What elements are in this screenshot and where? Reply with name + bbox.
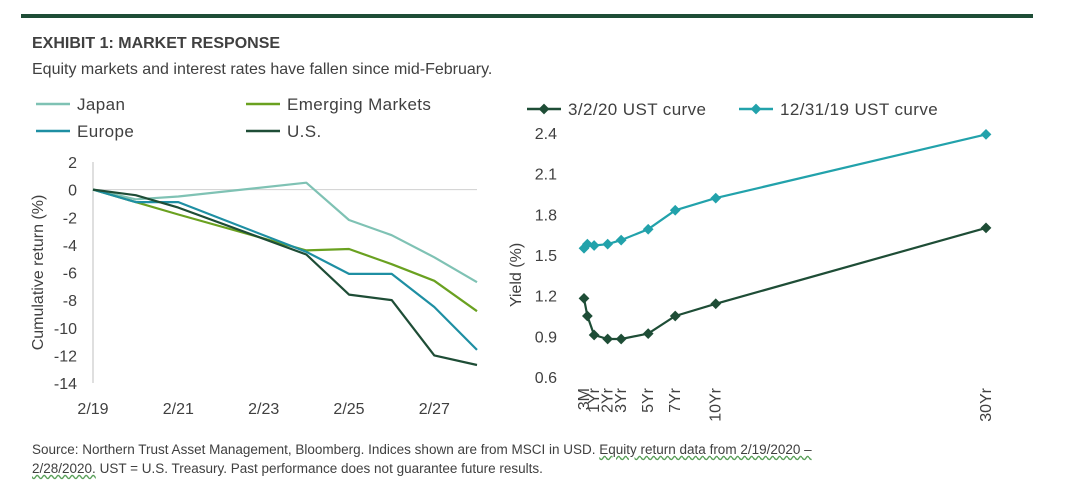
footnote-date-range: Equity return data from 2/19/2020 – — [599, 442, 812, 457]
right-y-tick-label: 1.5 — [535, 248, 557, 265]
series-line-japan — [92, 181, 478, 284]
right-x-tick-label: 30Yr — [978, 387, 995, 421]
right-x-tick-label: 3M — [576, 388, 593, 410]
data-point-12-31-19-ust-curve — [710, 192, 722, 204]
series-line-emerging-markets — [92, 188, 478, 313]
left-y-axis-title: Cumulative return (%) — [30, 195, 47, 351]
legend-marker-12-31-19-ust-curve — [750, 103, 762, 115]
left-y-tick-label: -4 — [63, 238, 77, 255]
data-point-3-2-20-ust-curve — [582, 310, 593, 322]
right-y-tick-label: 0.6 — [535, 370, 557, 387]
right-x-tick-label: 10Yr — [708, 387, 725, 421]
legend-label-emerging-markets: Emerging Markets — [287, 95, 431, 114]
legend-label-3-2-20-ust-curve: 3/2/20 UST curve — [568, 100, 706, 119]
legend-label-u-s: U.S. — [287, 122, 322, 141]
left-y-tick-label: -12 — [54, 348, 77, 365]
footnote-disclaimer: UST = U.S. Treasury. Past performance do… — [95, 461, 543, 476]
footnote-end-date: 2/28/2020. — [32, 461, 96, 476]
data-point-3-2-20-ust-curve — [710, 298, 722, 310]
legend-label-japan: Japan — [77, 95, 125, 114]
data-point-12-31-19-ust-curve — [588, 240, 600, 251]
right-y-tick-label: 1.2 — [535, 289, 557, 306]
left-y-tick-label: -6 — [63, 266, 77, 283]
right-y-axis-title: Yield (%) — [508, 243, 525, 307]
footnote-source: Source: Northern Trust Asset Management,… — [32, 442, 600, 457]
left-x-tick-label: 2/25 — [333, 401, 364, 418]
left-y-tick-label: 0 — [68, 183, 77, 200]
data-point-3-2-20-ust-curve — [642, 328, 654, 339]
source-footnote: Source: Northern Trust Asset Management,… — [32, 440, 962, 478]
right-y-tick-label: 2.1 — [535, 167, 557, 184]
right-x-tick-label: 3Yr — [613, 387, 630, 413]
right-y-tick-label: 0.9 — [535, 329, 557, 346]
legend-label-12-31-19-ust-curve: 12/31/19 UST curve — [780, 100, 938, 119]
data-point-3-2-20-ust-curve — [602, 333, 614, 345]
left-y-tick-label: -8 — [63, 293, 77, 310]
data-point-12-31-19-ust-curve — [615, 234, 627, 246]
series-line-12-31-19-ust-curve — [583, 133, 987, 249]
data-point-3-2-20-ust-curve — [980, 222, 992, 234]
right-x-tick-label: 1Yr — [586, 387, 603, 413]
right-y-tick-label: 1.8 — [535, 207, 557, 224]
equity-return-chart: 2 0 -2 -4 -6 -8 -10 -12 -142/19 2/21 2/23 2/25 2/27 C… — [30, 95, 478, 418]
exhibit-subtitle: Equity markets and interest rates have f… — [32, 61, 493, 78]
series-line-europe — [92, 188, 478, 351]
data-point-3-2-20-ust-curve — [578, 293, 590, 304]
data-point-3-2-20-ust-curve — [615, 333, 627, 345]
right-x-tick-label: 5Yr — [640, 387, 657, 413]
left-y-tick-label: 2 — [68, 155, 77, 172]
brand-top-bar — [21, 14, 1033, 18]
legend-label-europe: Europe — [77, 122, 134, 141]
left-x-tick-label: 2/21 — [163, 401, 194, 418]
data-point-12-31-19-ust-curve — [980, 128, 992, 140]
left-x-tick-label: 2/19 — [77, 401, 108, 418]
series-line-3-2-20-ust-curve — [582, 226, 987, 341]
series-line-u-s — [92, 188, 478, 367]
legend-marker-3-2-20-ust-curve — [538, 103, 550, 115]
left-x-tick-label: 2/23 — [248, 401, 279, 418]
left-x-tick-label: 2/27 — [419, 401, 450, 418]
data-point-3-2-20-ust-curve — [669, 310, 681, 322]
ust-curve-chart: 2.4 2.1 1.8 1.5 1.2 0.9 0.6 Yield (%) 3M1Yr2Yr3Y… — [508, 100, 995, 422]
right-x-tick-label: 7Yr — [667, 387, 684, 413]
left-y-tick-label: -14 — [54, 376, 77, 393]
exhibit-title: EXHIBIT 1: MARKET RESPONSE — [32, 35, 281, 52]
data-point-12-31-19-ust-curve — [669, 204, 681, 216]
data-point-12-31-19-ust-curve — [602, 238, 614, 250]
right-x-tick-label: 2Yr — [600, 387, 617, 413]
left-y-tick-label: -2 — [63, 210, 77, 227]
left-y-tick-label: -10 — [54, 321, 77, 338]
data-point-3-2-20-ust-curve — [588, 329, 600, 341]
data-point-12-31-19-ust-curve — [642, 223, 654, 235]
right-y-tick-label: 2.4 — [535, 126, 557, 143]
